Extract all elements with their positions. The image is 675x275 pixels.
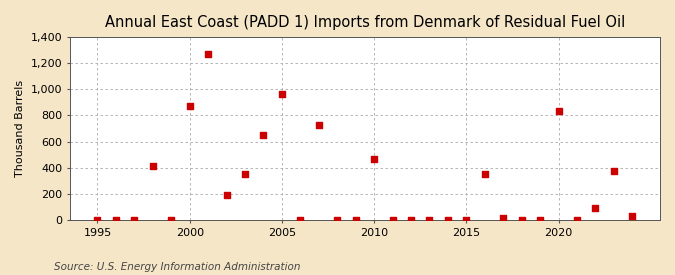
Point — [295, 218, 306, 222]
Point — [332, 218, 343, 222]
Point — [240, 172, 250, 177]
Point — [202, 52, 213, 57]
Point — [498, 216, 509, 220]
Y-axis label: Thousand Barrels: Thousand Barrels — [15, 80, 25, 177]
Point — [111, 218, 122, 222]
Point — [313, 122, 324, 127]
Point — [92, 218, 103, 222]
Point — [461, 218, 472, 222]
Point — [147, 164, 158, 168]
Point — [406, 218, 416, 222]
Title: Annual East Coast (PADD 1) Imports from Denmark of Residual Fuel Oil: Annual East Coast (PADD 1) Imports from … — [105, 15, 625, 30]
Point — [608, 169, 619, 173]
Point — [554, 109, 564, 114]
Point — [350, 218, 361, 222]
Point — [369, 156, 379, 161]
Point — [535, 218, 545, 222]
Point — [424, 218, 435, 222]
Point — [443, 218, 454, 222]
Point — [516, 218, 527, 222]
Point — [184, 104, 195, 108]
Point — [387, 218, 398, 222]
Point — [221, 192, 232, 197]
Point — [277, 92, 288, 96]
Point — [258, 133, 269, 137]
Point — [166, 218, 177, 222]
Point — [572, 218, 583, 222]
Text: Source: U.S. Energy Information Administration: Source: U.S. Energy Information Administ… — [54, 262, 300, 272]
Point — [590, 206, 601, 210]
Point — [129, 218, 140, 222]
Point — [479, 172, 490, 177]
Point — [627, 214, 638, 219]
